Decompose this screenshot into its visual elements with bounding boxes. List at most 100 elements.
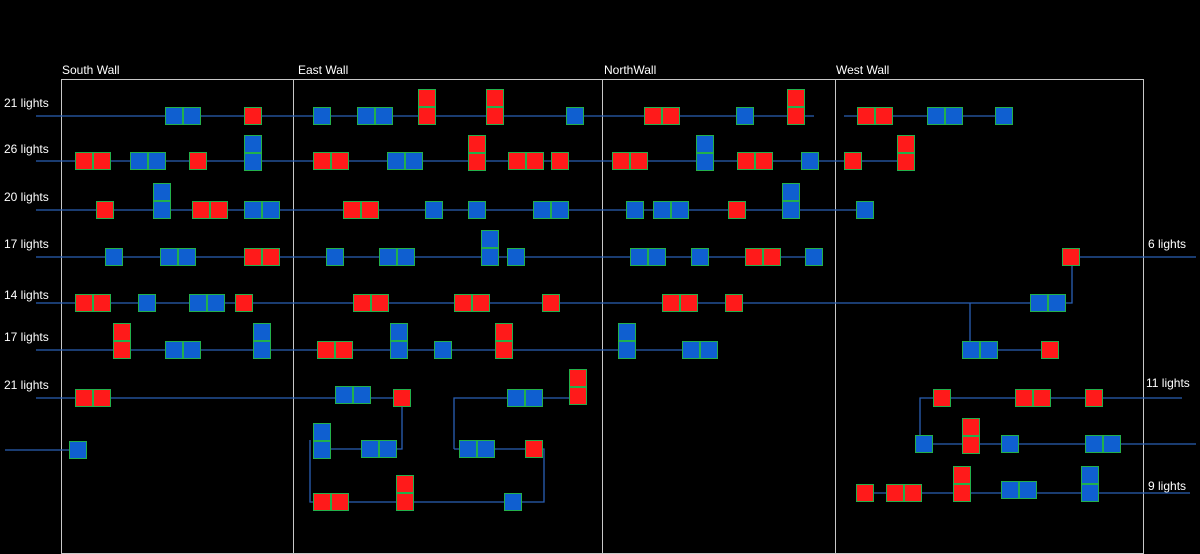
- red-light: [551, 152, 569, 170]
- blue-light: [357, 107, 375, 125]
- red-light: [904, 484, 922, 502]
- red-light: [75, 294, 93, 312]
- red-light: [93, 152, 111, 170]
- red-light: [1041, 341, 1059, 359]
- blue-light: [630, 248, 648, 266]
- red-light: [343, 201, 361, 219]
- blue-light: [1019, 481, 1037, 499]
- red-light: [1062, 248, 1080, 266]
- run-label-9: 11 lights: [1146, 376, 1190, 390]
- blue-light: [1048, 294, 1066, 312]
- blue-light: [313, 423, 331, 441]
- blue-light: [507, 389, 525, 407]
- blue-light: [335, 386, 353, 404]
- blue-light: [525, 389, 543, 407]
- blue-light: [481, 230, 499, 248]
- blue-light: [160, 248, 178, 266]
- wire-run-7-branch-d: [454, 448, 545, 503]
- red-light: [93, 389, 111, 407]
- red-light: [472, 294, 490, 312]
- blue-light: [1001, 435, 1019, 453]
- red-light: [335, 341, 353, 359]
- red-light: [96, 201, 114, 219]
- blue-light: [148, 152, 166, 170]
- blue-light: [618, 323, 636, 341]
- red-light: [569, 387, 587, 405]
- red-light: [612, 152, 630, 170]
- blue-light: [153, 201, 171, 219]
- blue-light: [468, 201, 486, 219]
- red-light: [418, 89, 436, 107]
- red-light: [897, 153, 915, 171]
- red-light: [93, 294, 111, 312]
- blue-light: [244, 153, 262, 171]
- blue-light: [653, 201, 671, 219]
- blue-light: [736, 107, 754, 125]
- red-light: [393, 389, 411, 407]
- red-light: [745, 248, 763, 266]
- blue-light: [189, 294, 207, 312]
- blue-light: [405, 152, 423, 170]
- blue-light: [995, 107, 1013, 125]
- blue-light: [507, 248, 525, 266]
- blue-light: [425, 201, 443, 219]
- red-light: [962, 418, 980, 436]
- red-light: [192, 201, 210, 219]
- north-wall-label: NorthWall: [604, 63, 656, 77]
- red-light: [418, 107, 436, 125]
- red-light: [953, 466, 971, 484]
- blue-light: [618, 341, 636, 359]
- red-light: [313, 493, 331, 511]
- red-light: [875, 107, 893, 125]
- blue-light: [397, 248, 415, 266]
- red-light: [525, 440, 543, 458]
- blue-light: [183, 341, 201, 359]
- red-light: [486, 107, 504, 125]
- blue-light: [459, 440, 477, 458]
- red-light: [468, 153, 486, 171]
- blue-light: [434, 341, 452, 359]
- red-light: [313, 152, 331, 170]
- blue-light: [566, 107, 584, 125]
- red-light: [787, 89, 805, 107]
- red-light: [569, 369, 587, 387]
- blue-light: [696, 135, 714, 153]
- red-light: [526, 152, 544, 170]
- red-light: [495, 341, 513, 359]
- red-light: [396, 475, 414, 493]
- blue-light: [390, 341, 408, 359]
- blue-light: [805, 248, 823, 266]
- blue-light: [178, 248, 196, 266]
- red-light: [361, 201, 379, 219]
- red-light: [953, 484, 971, 502]
- run-label-7: 21 lights: [4, 378, 49, 392]
- blue-light: [105, 248, 123, 266]
- red-light: [1085, 389, 1103, 407]
- east-wall-label: East Wall: [298, 63, 348, 77]
- red-light: [113, 323, 131, 341]
- red-light: [396, 493, 414, 511]
- blue-light: [533, 201, 551, 219]
- blue-light: [626, 201, 644, 219]
- blue-light: [253, 341, 271, 359]
- red-light: [317, 341, 335, 359]
- red-light: [331, 152, 349, 170]
- red-light: [844, 152, 862, 170]
- blue-light: [700, 341, 718, 359]
- blue-light: [696, 153, 714, 171]
- blue-light: [379, 248, 397, 266]
- blue-light: [1030, 294, 1048, 312]
- red-light: [787, 107, 805, 125]
- red-light: [542, 294, 560, 312]
- red-light: [210, 201, 228, 219]
- south-wall-label: South Wall: [62, 63, 120, 77]
- run-labels: 21 lights 26 lights 20 lights 17 lights …: [4, 96, 1190, 493]
- red-light: [856, 484, 874, 502]
- red-light: [763, 248, 781, 266]
- blue-light: [504, 493, 522, 511]
- blue-light: [682, 341, 700, 359]
- blue-light: [648, 248, 666, 266]
- west-wall-label: West Wall: [836, 63, 889, 77]
- red-light: [886, 484, 904, 502]
- blue-light: [801, 152, 819, 170]
